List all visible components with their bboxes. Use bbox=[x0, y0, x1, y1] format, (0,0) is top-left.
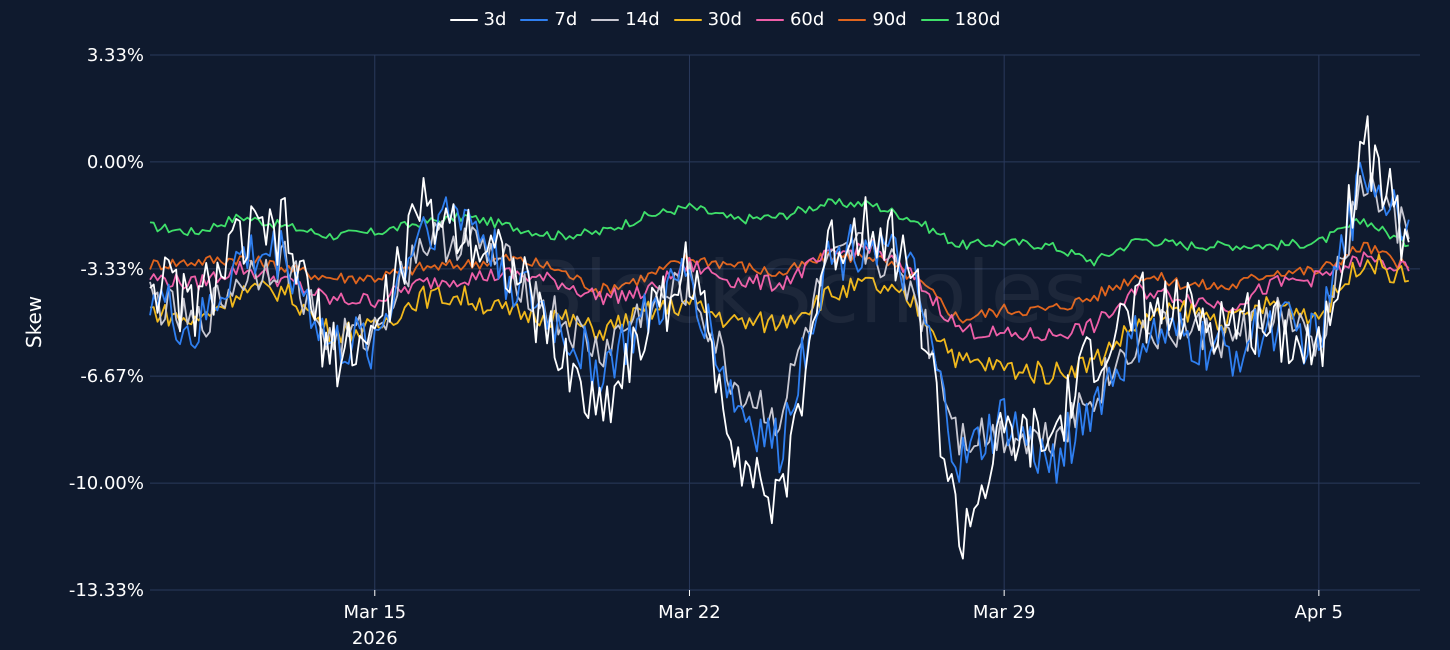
chart-legend: 3d 7d 14d 30d 60d 90d 180d bbox=[0, 6, 1450, 34]
legend-item-90d[interactable]: 90d bbox=[838, 6, 907, 34]
legend-label: 180d bbox=[954, 9, 1001, 30]
legend-item-30d[interactable]: 30d bbox=[673, 6, 742, 34]
legend-swatch bbox=[520, 18, 549, 22]
legend-swatch bbox=[920, 18, 949, 22]
y-tick-label: 3.33% bbox=[87, 45, 144, 66]
series-line-3d bbox=[149, 115, 1410, 560]
legend-item-14d[interactable]: 14d bbox=[591, 6, 660, 34]
x-tick-label: Mar 29 bbox=[973, 602, 1036, 623]
legend-item-180d[interactable]: 180d bbox=[920, 6, 1001, 34]
legend-label: 14d bbox=[625, 9, 660, 30]
series-line-180d bbox=[149, 198, 1409, 267]
series-line-14d bbox=[149, 172, 1410, 457]
y-tick-label: -10.00% bbox=[69, 473, 144, 494]
legend-item-7d[interactable]: 7d bbox=[520, 6, 577, 34]
legend-label: 3d bbox=[483, 9, 507, 30]
series-line-90d bbox=[149, 241, 1410, 324]
y-tick-label: 0.00% bbox=[87, 152, 144, 173]
series-line-60d bbox=[149, 239, 1410, 342]
x-tick-label: Apr 5 bbox=[1295, 602, 1343, 623]
legend-item-3d[interactable]: 3d bbox=[449, 6, 507, 34]
legend-swatch bbox=[838, 18, 867, 22]
y-tick-label: -3.33% bbox=[80, 259, 144, 280]
legend-swatch bbox=[755, 18, 784, 22]
legend-swatch bbox=[591, 18, 620, 22]
y-tick-label: -6.67% bbox=[80, 366, 144, 387]
legend-label: 60d bbox=[789, 9, 825, 30]
y-tick-label: -13.33% bbox=[69, 580, 144, 601]
legend-label: 30d bbox=[707, 9, 742, 30]
legend-swatch bbox=[449, 18, 478, 22]
legend-label: 7d bbox=[554, 9, 578, 30]
legend-label: 90d bbox=[872, 9, 907, 30]
legend-item-60d[interactable]: 60d bbox=[755, 6, 825, 34]
series-line-7d bbox=[149, 161, 1410, 484]
x-tick-sublabel: 2026 bbox=[352, 628, 398, 649]
x-tick-label: Mar 22 bbox=[658, 602, 721, 623]
legend-swatch bbox=[673, 18, 702, 22]
x-tick-label: Mar 15 bbox=[343, 602, 406, 623]
